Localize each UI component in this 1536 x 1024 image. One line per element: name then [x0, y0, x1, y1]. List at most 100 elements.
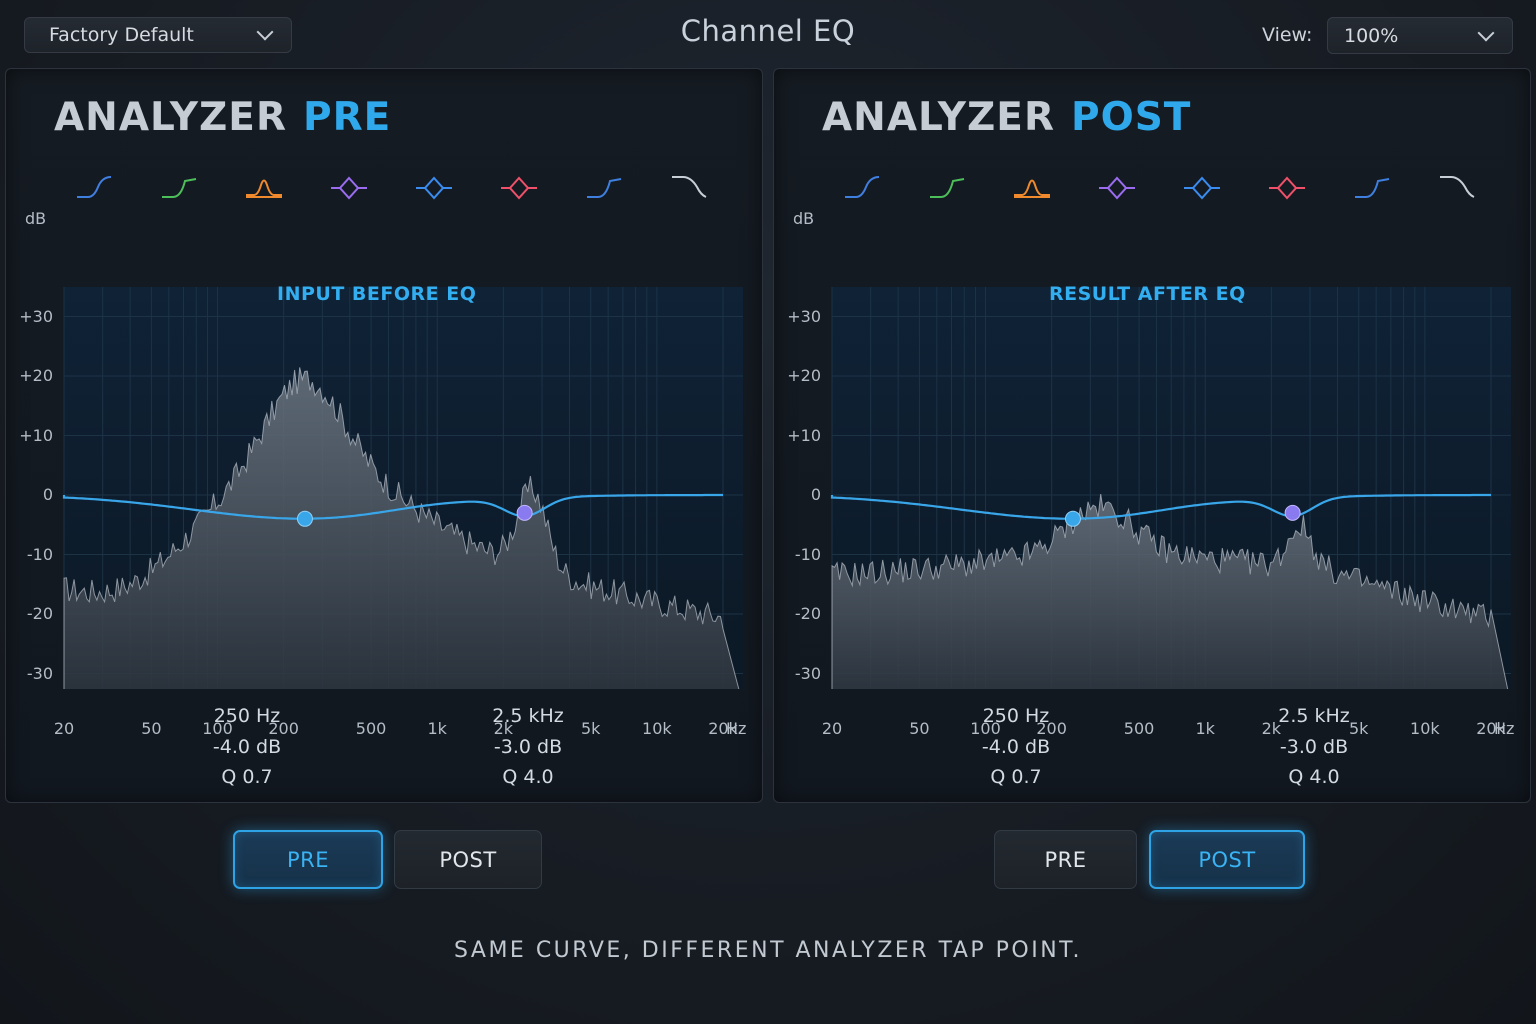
db-axis-label: dB	[793, 209, 815, 228]
db-tick-label: +20	[19, 366, 53, 385]
eq-plot-svg	[62, 287, 743, 689]
band-readout-2: 2.5 kHz -3.0 dB Q 4.0	[428, 701, 628, 793]
db-tick-label: 0	[42, 485, 53, 504]
db-tick-label: -10	[794, 544, 821, 564]
band-readout-1: 250 Hz -4.0 dB Q 0.7	[916, 701, 1116, 793]
band-type-icons	[64, 169, 744, 205]
view-zoom-value: 100%	[1344, 24, 1399, 47]
panel-title-mode: PRE	[302, 95, 392, 140]
db-axis-label: dB	[25, 209, 47, 228]
bell-diamond-icon[interactable]	[414, 169, 454, 203]
preset-dropdown[interactable]: Factory Default	[24, 17, 292, 53]
band-2-q: Q 4.0	[1288, 766, 1340, 788]
hz-tick-label: 20	[53, 719, 75, 738]
hz-axis-label: Hz	[726, 719, 747, 738]
band-2-node[interactable]	[516, 504, 533, 521]
hz-tick-label: 500	[1123, 719, 1155, 738]
band-1-q: Q 0.7	[990, 766, 1042, 788]
plugin-title: Channel EQ	[680, 14, 856, 48]
eq-plot-svg	[830, 287, 1511, 689]
chevron-down-icon	[1477, 24, 1495, 41]
band-2-frequency: 2.5 kHz	[1278, 705, 1350, 727]
spectrum-fill	[63, 367, 740, 689]
eq-analyzer-display[interactable]: dB RESULT AFTER EQ +30 +20 +10 0 -10 -20 -30 20…	[774, 209, 1532, 738]
high-shelf-icon[interactable]	[1352, 169, 1392, 203]
right-pre-button[interactable]: PRE	[994, 830, 1137, 889]
bell-diamond-icon[interactable]	[499, 169, 539, 203]
band-1-node[interactable]	[296, 510, 313, 527]
preset-value: Factory Default	[49, 24, 194, 46]
right-post-button[interactable]: POST	[1149, 830, 1305, 889]
band-2-frequency: 2.5 kHz	[492, 705, 564, 727]
hz-tick-label: 200	[268, 719, 299, 738]
bell-diamond-icon[interactable]	[1097, 169, 1137, 203]
panel-title-main: ANALYZER	[54, 95, 287, 140]
hz-tick-label: 100	[202, 719, 233, 738]
top-bar: Factory Default Channel EQ View: 100%	[0, 0, 1536, 66]
band-1-q: Q 0.7	[221, 766, 273, 788]
band-1-frequency: 250 Hz	[213, 705, 281, 727]
bell-diamond-icon[interactable]	[1182, 169, 1222, 203]
view-zoom-dropdown[interactable]: 100%	[1327, 17, 1513, 54]
db-tick-label: +20	[787, 366, 821, 385]
band-2-gain: -3.0 dB	[1279, 735, 1349, 758]
db-tick-label: +10	[19, 425, 53, 445]
low-cut-icon[interactable]	[74, 169, 114, 203]
band-type-icons	[832, 169, 1512, 205]
bell-icon[interactable]	[1012, 169, 1052, 203]
hz-tick-label: 10k	[642, 719, 672, 738]
band-readout-1: 250 Hz -4.0 dB Q 0.7	[147, 701, 347, 793]
eq-analyzer-display[interactable]: dB INPUT BEFORE EQ +30 +20 +10 0 -10 -20 -30 20…	[6, 209, 764, 738]
high-shelf-icon[interactable]	[584, 169, 624, 203]
band-1-gain: -4.0 dB	[212, 735, 282, 758]
eq-curve	[830, 493, 1491, 520]
panel-title: ANALYZER POST	[822, 95, 1191, 140]
hz-tick-label: 5k	[581, 719, 601, 738]
band-1-gain: -4.0 dB	[981, 735, 1051, 758]
high-cut-icon[interactable]	[669, 169, 709, 203]
view-label: View:	[1262, 24, 1313, 46]
hz-tick-label: 20	[821, 719, 843, 738]
db-tick-label: +30	[787, 306, 821, 326]
hz-tick-label: 2k	[1261, 719, 1282, 738]
left-pre-button[interactable]: PRE	[233, 830, 383, 889]
plot-caption: RESULT AFTER EQ	[1049, 283, 1246, 305]
db-tick-label: +10	[787, 425, 821, 445]
band-1-node[interactable]	[1064, 510, 1081, 527]
analyzer-panel-pre: ANALYZER PRE dB INPUT BEFORE EQ +30 +20 +10…	[5, 68, 763, 803]
hz-tick-label: 10k	[1410, 719, 1440, 738]
spectrum-fill	[831, 493, 1509, 689]
low-shelf-icon[interactable]	[159, 169, 199, 203]
hz-tick-label: 20k	[1476, 719, 1506, 738]
db-tick-label: 0	[810, 485, 821, 504]
bell-diamond-icon[interactable]	[1267, 169, 1307, 203]
left-post-button[interactable]: POST	[394, 830, 542, 889]
band-2-gain: -3.0 dB	[493, 735, 563, 758]
db-tick-label: -20	[26, 604, 53, 623]
bell-icon[interactable]	[244, 169, 284, 203]
hz-tick-label: 20k	[708, 719, 738, 738]
band-2-node[interactable]	[1284, 504, 1301, 521]
hz-axis-label: Hz	[1494, 719, 1515, 738]
band-1-frequency: 250 Hz	[982, 705, 1050, 727]
db-tick-label: -20	[794, 604, 821, 623]
bell-diamond-icon[interactable]	[329, 169, 369, 203]
hz-tick-label: 200	[1036, 719, 1067, 738]
panel-title-main: ANALYZER	[822, 95, 1055, 140]
db-tick-label: -10	[26, 544, 53, 564]
low-cut-icon[interactable]	[842, 169, 882, 203]
db-tick-label: -30	[794, 663, 821, 683]
db-tick-label: +30	[19, 306, 53, 326]
hz-tick-label: 100	[970, 719, 1001, 738]
hz-tick-label: 1k	[1195, 719, 1215, 738]
band-2-q: Q 4.0	[502, 766, 554, 788]
high-cut-icon[interactable]	[1437, 169, 1477, 203]
low-shelf-icon[interactable]	[927, 169, 967, 203]
db-tick-label: -30	[26, 663, 53, 683]
hz-tick-label: 2k	[493, 719, 514, 738]
hz-tick-label: 500	[355, 719, 387, 738]
footer-note: SAME CURVE, DIFFERENT ANALYZER TAP POINT…	[454, 938, 1082, 963]
hz-tick-label: 50	[141, 719, 162, 738]
hz-tick-label: 1k	[427, 719, 447, 738]
panel-title-mode: POST	[1070, 95, 1192, 140]
